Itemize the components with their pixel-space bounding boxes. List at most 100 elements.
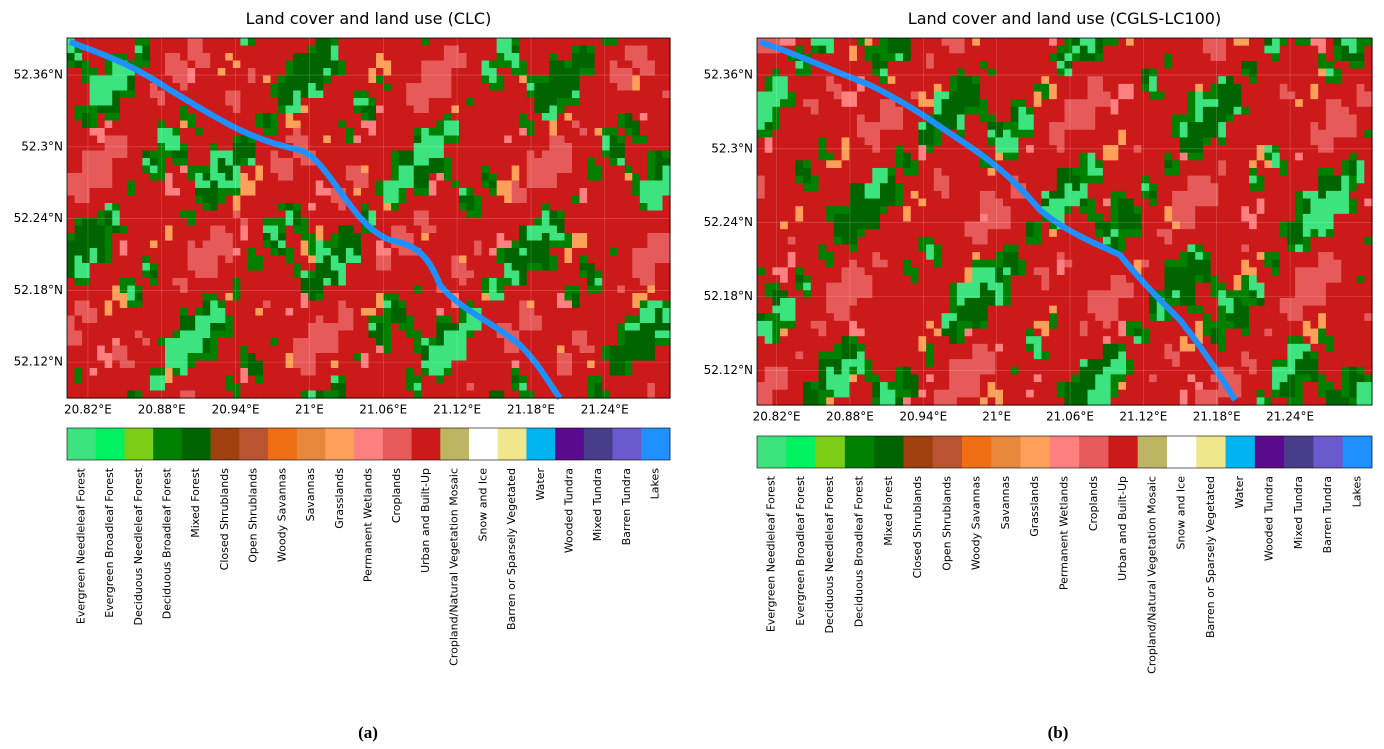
map-cell — [444, 158, 452, 166]
map-cell — [188, 218, 196, 226]
map-cell — [218, 226, 226, 234]
map-cell — [1280, 130, 1288, 138]
map-cell — [90, 173, 98, 181]
map-cell — [286, 256, 294, 264]
map-cell — [120, 83, 128, 91]
map-cell — [572, 286, 580, 294]
map-cell — [135, 53, 143, 61]
map-cell — [376, 368, 384, 376]
map-cell — [1195, 122, 1203, 130]
map-cell — [278, 91, 286, 99]
map-cell — [632, 98, 640, 106]
map-cell — [1249, 46, 1257, 54]
map-cell — [323, 61, 331, 69]
map-cell — [188, 338, 196, 346]
map-cell — [1303, 76, 1311, 84]
map-cell — [421, 113, 429, 121]
map-cell — [293, 256, 301, 264]
map-cell — [271, 83, 279, 91]
map-cell — [353, 256, 361, 264]
map-cell — [323, 241, 331, 249]
map-cell — [451, 346, 459, 354]
map-cell — [580, 46, 588, 54]
map-cell — [255, 271, 263, 279]
map-cell — [1103, 76, 1111, 84]
map-cell — [1011, 38, 1019, 46]
map-cell — [75, 211, 83, 219]
map-cell — [112, 106, 120, 114]
map-cell — [1088, 107, 1096, 115]
map-cell — [1134, 46, 1142, 54]
map-cell — [572, 128, 580, 136]
map-cell — [542, 286, 550, 294]
map-cell — [489, 83, 497, 91]
map-cell — [895, 46, 903, 54]
map-cell — [1118, 130, 1126, 138]
map-cell — [466, 323, 474, 331]
map-cell — [489, 218, 497, 226]
map-cell — [406, 346, 414, 354]
map-cell — [534, 308, 542, 316]
map-cell — [466, 83, 474, 91]
map-cell — [406, 383, 414, 391]
map-cell — [1057, 84, 1065, 92]
map-cell — [655, 196, 663, 204]
map-cell — [580, 293, 588, 301]
map-cell — [97, 338, 105, 346]
map-cell — [655, 338, 663, 346]
map-cell — [105, 226, 113, 234]
map-cell — [376, 316, 384, 324]
map-cell — [346, 338, 354, 346]
map-cell — [120, 136, 128, 144]
map-cell — [384, 91, 392, 99]
map-cell — [542, 338, 550, 346]
map-cell — [316, 226, 324, 234]
map-cell — [391, 121, 399, 129]
map-cell — [301, 106, 309, 114]
map-cell — [610, 38, 618, 46]
map-cell — [218, 256, 226, 264]
map-cell — [911, 76, 919, 84]
map-cell — [97, 61, 105, 69]
map-cell — [497, 203, 505, 211]
map-cell — [90, 226, 98, 234]
map-cell — [180, 241, 188, 249]
map-cell — [1157, 69, 1165, 77]
map-cell — [203, 241, 211, 249]
map-cell — [436, 218, 444, 226]
map-cell — [617, 233, 625, 241]
map-cell — [1272, 114, 1280, 122]
map-cell — [105, 196, 113, 204]
map-cell — [1264, 114, 1272, 122]
map-cell — [97, 248, 105, 256]
map-cell — [519, 316, 527, 324]
map-cell — [353, 241, 361, 249]
map-cell — [369, 346, 377, 354]
map-cell — [67, 158, 75, 166]
map-cell — [564, 136, 572, 144]
map-cell — [1257, 61, 1265, 69]
map-cell — [459, 293, 467, 301]
map-cell — [1280, 53, 1288, 61]
map-cell — [1341, 99, 1349, 107]
map-cell — [135, 301, 143, 309]
map-cell — [534, 293, 542, 301]
map-cell — [1095, 92, 1103, 100]
map-cell — [271, 301, 279, 309]
map-cell — [549, 188, 557, 196]
map-cell — [1349, 99, 1357, 107]
map-cell — [286, 53, 294, 61]
map-cell — [587, 61, 595, 69]
map-cell — [1280, 61, 1288, 69]
map-cell — [278, 391, 286, 399]
map-cell — [210, 286, 218, 294]
map-cell — [942, 84, 950, 92]
map-cell — [780, 84, 788, 92]
map-cell — [338, 263, 346, 271]
map-cell — [926, 46, 934, 54]
map-cell — [564, 151, 572, 159]
map-cell — [165, 38, 173, 46]
map-cell — [918, 76, 926, 84]
map-cell — [519, 301, 527, 309]
map-cell — [240, 338, 248, 346]
